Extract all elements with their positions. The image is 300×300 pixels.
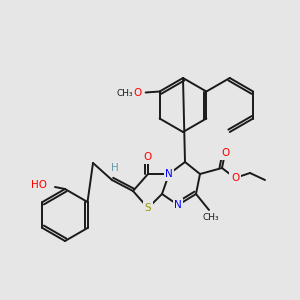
Text: H: H — [111, 163, 119, 173]
Text: N: N — [165, 169, 173, 179]
Text: CH₃: CH₃ — [203, 212, 219, 221]
Text: O: O — [221, 148, 229, 158]
Text: CH₃: CH₃ — [116, 89, 133, 98]
Text: O: O — [134, 88, 142, 98]
Text: O: O — [144, 152, 152, 162]
Text: O: O — [231, 173, 239, 183]
Text: HO: HO — [31, 180, 47, 190]
Text: S: S — [145, 203, 151, 213]
Text: N: N — [174, 200, 182, 210]
